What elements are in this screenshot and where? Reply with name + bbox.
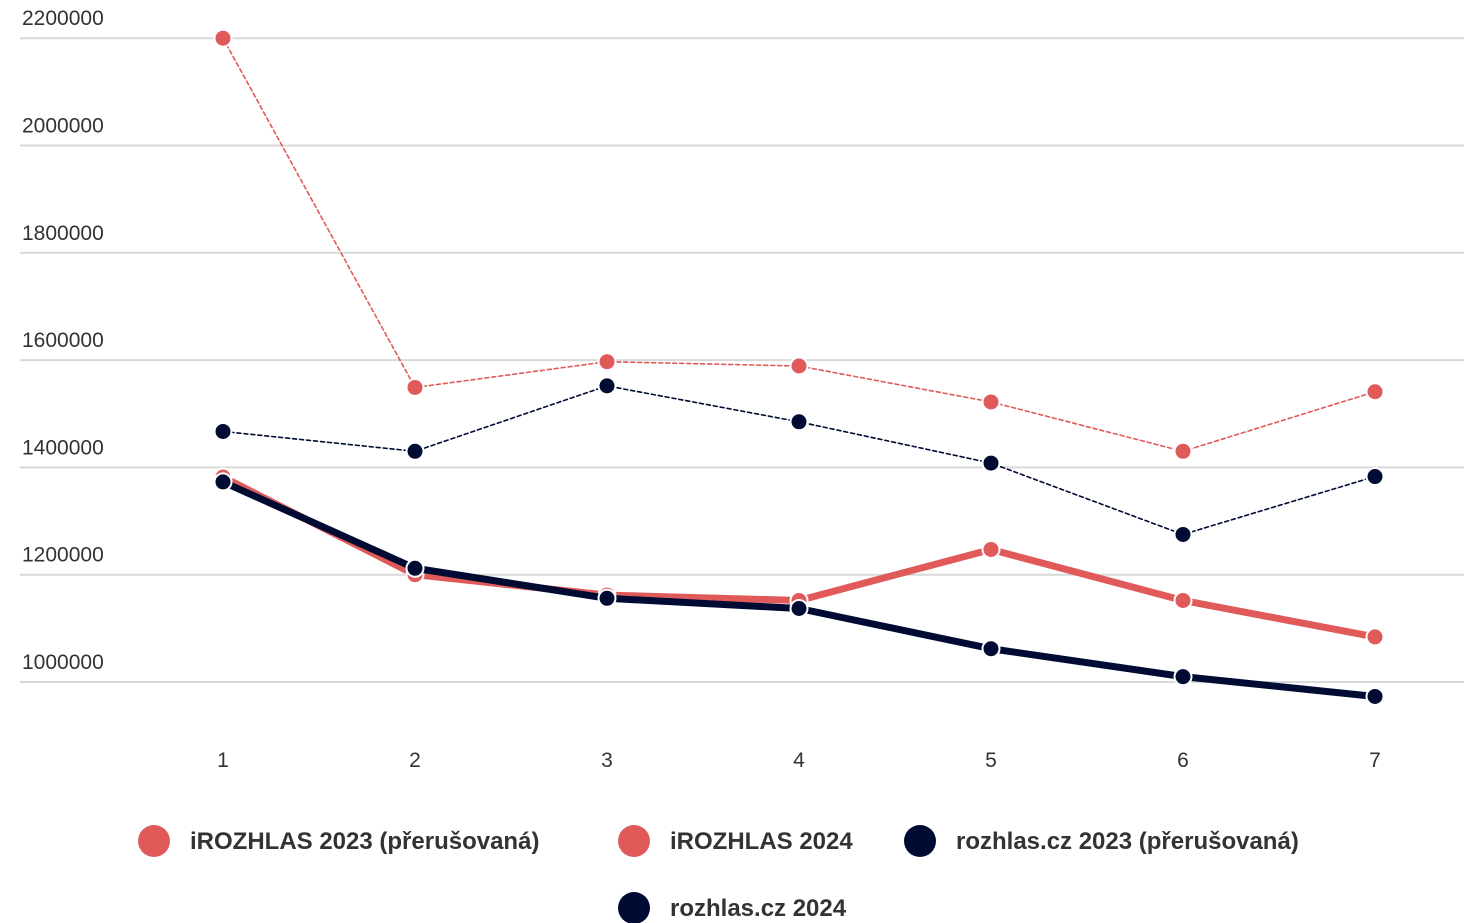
series-line xyxy=(222,385,1376,536)
legend-label: rozhlas.cz 2024 xyxy=(670,895,847,922)
data-point xyxy=(1173,590,1193,610)
y-tick-label: 1400000 xyxy=(22,436,104,459)
data-point xyxy=(1173,524,1193,544)
x-tick-label: 1 xyxy=(217,749,229,772)
data-point xyxy=(405,558,425,578)
y-axis-ticks: 1000000 1200000 1400000 1600000 1800000 20000… xyxy=(22,7,104,674)
series-1 xyxy=(213,28,1385,461)
y-tick-label: 1600000 xyxy=(22,329,104,352)
legend-item[interactable]: rozhlas.cz 2023 (přerušovaná) xyxy=(904,825,1299,857)
data-point xyxy=(789,356,809,376)
series-3 xyxy=(213,376,1385,544)
data-point xyxy=(981,639,1001,659)
data-point xyxy=(597,376,617,396)
y-tick-label: 2200000 xyxy=(22,7,104,30)
data-point xyxy=(213,421,233,441)
legend-swatch xyxy=(904,825,936,857)
data-point xyxy=(1365,382,1385,402)
legend[interactable]: iROZHLAS 2023 (přerušovaná) iROZHLAS 2024… xyxy=(138,825,1299,923)
series-line xyxy=(219,478,1379,700)
data-point xyxy=(405,441,425,461)
data-point xyxy=(981,539,1001,559)
x-tick-label: 2 xyxy=(409,749,421,772)
legend-swatch xyxy=(618,892,650,923)
data-point xyxy=(1365,467,1385,487)
data-point xyxy=(597,352,617,372)
y-tick-label: 2000000 xyxy=(22,115,104,138)
series-4 xyxy=(213,472,1385,706)
y-tick-label: 1000000 xyxy=(22,651,104,674)
legend-label: rozhlas.cz 2023 (přerušovaná) xyxy=(956,828,1299,855)
x-tick-label: 4 xyxy=(793,749,805,772)
data-point xyxy=(1173,441,1193,461)
data-point xyxy=(789,598,809,618)
data-point xyxy=(1173,667,1193,687)
x-tick-label: 7 xyxy=(1369,749,1381,772)
series-lines xyxy=(213,28,1385,706)
legend-label: iROZHLAS 2024 xyxy=(670,828,853,855)
data-point xyxy=(1365,686,1385,706)
legend-item[interactable]: rozhlas.cz 2024 xyxy=(618,892,847,923)
data-point xyxy=(405,377,425,397)
legend-label: iROZHLAS 2023 (přerušovaná) xyxy=(190,828,539,855)
x-tick-label: 6 xyxy=(1177,749,1189,772)
data-point xyxy=(981,392,1001,412)
legend-swatch xyxy=(138,825,170,857)
data-point xyxy=(981,453,1001,473)
data-point xyxy=(213,472,233,492)
data-point xyxy=(597,588,617,608)
x-tick-label: 3 xyxy=(601,749,613,772)
series-line xyxy=(222,37,1376,453)
data-point xyxy=(789,412,809,432)
legend-item[interactable]: iROZHLAS 2023 (přerušovaná) xyxy=(138,825,539,857)
y-tick-label: 1200000 xyxy=(22,544,104,567)
legend-item[interactable]: iROZHLAS 2024 xyxy=(618,825,853,857)
gridlines xyxy=(20,37,1464,683)
x-tick-label: 5 xyxy=(985,749,997,772)
legend-swatch xyxy=(618,825,650,857)
y-tick-label: 1800000 xyxy=(22,222,104,245)
data-point xyxy=(1365,627,1385,647)
data-point xyxy=(213,28,233,48)
x-axis-ticks: 1 2 3 4 5 6 7 xyxy=(217,749,1381,772)
